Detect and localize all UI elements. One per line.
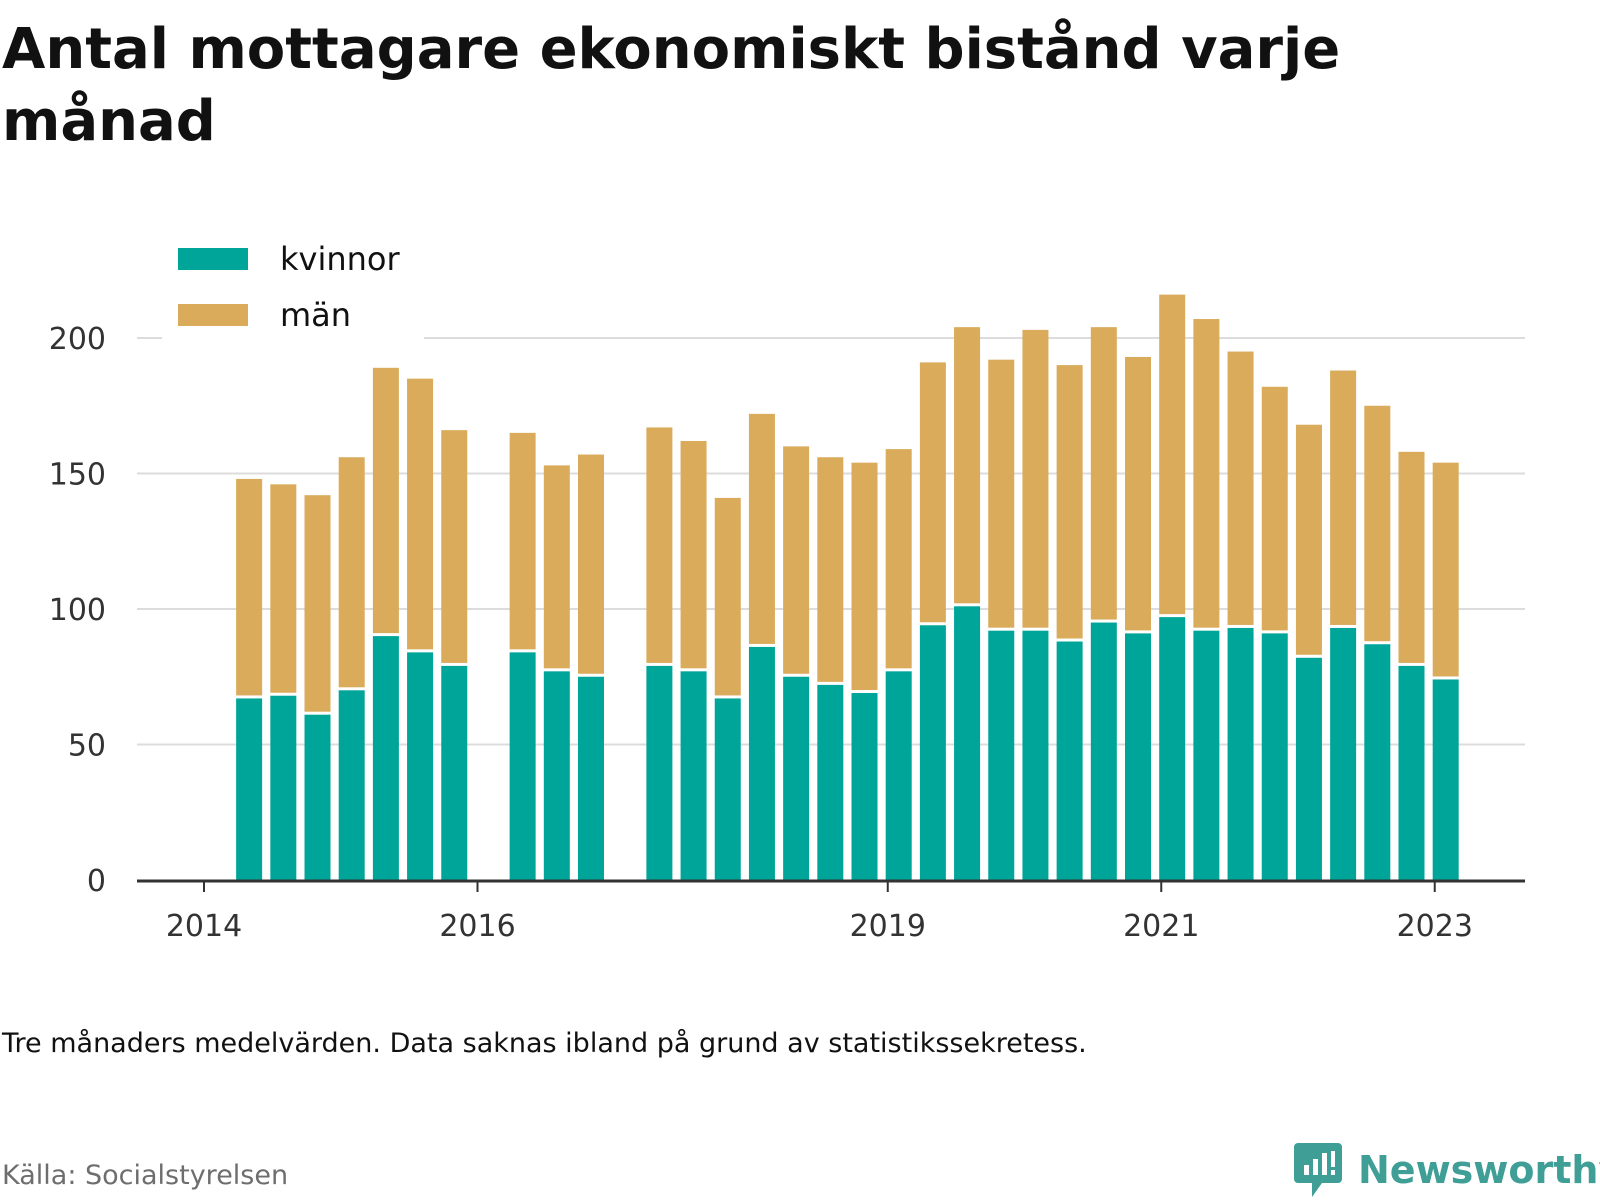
bar-kvinnor xyxy=(270,695,297,880)
bar-man xyxy=(885,449,912,669)
newsworthy-logo: Newsworthy xyxy=(1292,1140,1600,1200)
bar-man xyxy=(578,454,605,674)
chart-note: Tre månaders medelvärden. Data saknas ib… xyxy=(2,1028,1087,1059)
bar-man xyxy=(1398,451,1425,663)
x-tick-label: 2023 xyxy=(1397,909,1473,944)
bar-man xyxy=(714,497,741,696)
bar-kvinnor xyxy=(988,630,1015,880)
bar-man xyxy=(1261,386,1288,631)
bar-kvinnor xyxy=(1193,630,1220,880)
bar-kvinnor xyxy=(748,646,775,880)
bar-kvinnor xyxy=(919,625,946,880)
chart-title: Antal mottagare ekonomiskt bistånd varje… xyxy=(2,17,1341,154)
bar-kvinnor xyxy=(1125,633,1152,880)
bar-kvinnor xyxy=(543,671,570,880)
bar-kvinnor xyxy=(1227,627,1254,880)
bar-man xyxy=(1090,327,1117,620)
bar-man xyxy=(783,446,810,674)
bar-man xyxy=(304,495,331,712)
bar-man xyxy=(1022,329,1049,628)
x-tick-label: 2016 xyxy=(439,909,515,944)
bar-man xyxy=(1056,365,1083,639)
source-credit: Källa: Socialstyrelsen xyxy=(2,1160,289,1191)
bar-man xyxy=(1125,356,1152,631)
bar-man xyxy=(509,432,536,650)
y-axis-ticks: 0 50 100 150 200 xyxy=(49,322,106,899)
legend-swatch xyxy=(178,248,248,270)
legend: kvinnor män xyxy=(162,226,424,346)
bar-man xyxy=(919,362,946,623)
bar-kvinnor xyxy=(1330,627,1357,880)
bar-man xyxy=(817,457,844,682)
bar-man xyxy=(1432,462,1459,677)
y-tick-label: 0 xyxy=(87,864,106,899)
bar-man xyxy=(748,413,775,644)
bar-kvinnor xyxy=(578,676,605,880)
bar-man xyxy=(236,478,263,696)
bar-man xyxy=(407,378,434,650)
bar-man xyxy=(441,430,468,663)
bar-kvinnor xyxy=(714,698,741,880)
bar-kvinnor xyxy=(1364,644,1391,880)
bar-kvinnor xyxy=(1261,633,1288,880)
bar-kvinnor xyxy=(680,671,707,880)
bar-man xyxy=(1295,424,1322,655)
bar-kvinnor xyxy=(441,665,468,880)
bar-man xyxy=(1159,294,1186,615)
bar-kvinnor xyxy=(372,636,399,880)
bar-man xyxy=(1330,370,1357,625)
bar-man xyxy=(680,440,707,669)
x-axis: 2014 2016 2019 2021 2023 xyxy=(137,879,1525,944)
legend-swatch xyxy=(178,304,248,326)
bar-man xyxy=(851,462,878,691)
bar-man xyxy=(338,457,365,688)
y-tick-label: 150 xyxy=(49,458,106,493)
bar-kvinnor xyxy=(236,698,263,880)
bar-kvinnor xyxy=(851,693,878,880)
bar-man xyxy=(954,327,981,604)
bar-kvinnor xyxy=(1090,622,1117,880)
bar-kvinnor xyxy=(817,684,844,880)
bar-kvinnor xyxy=(1432,679,1459,880)
bar-man xyxy=(646,427,673,663)
bar-kvinnor xyxy=(1159,617,1186,880)
bar-kvinnor xyxy=(885,671,912,880)
bar-kvinnor xyxy=(407,652,434,880)
bar-kvinnor xyxy=(1056,641,1083,880)
bar-man xyxy=(543,465,570,669)
bars xyxy=(236,294,1459,880)
legend-label: män xyxy=(280,296,351,334)
bar-kvinnor xyxy=(304,714,331,880)
bar-man xyxy=(988,359,1015,628)
bar-kvinnor xyxy=(783,676,810,880)
bar-kvinnor xyxy=(646,665,673,880)
bar-man xyxy=(1227,351,1254,625)
x-tick-label: 2019 xyxy=(850,909,926,944)
y-tick-label: 100 xyxy=(49,593,106,628)
bar-man xyxy=(372,367,399,634)
newsworthy-logo-icon xyxy=(1294,1143,1342,1197)
y-tick-label: 200 xyxy=(49,322,106,357)
bar-kvinnor xyxy=(1022,630,1049,880)
bar-chart: 0 50 100 150 200 2014 2016 2019 2021 2023 kvinno… xyxy=(49,226,1525,944)
x-tick-label: 2014 xyxy=(166,909,242,944)
bar-kvinnor xyxy=(954,606,981,880)
bar-man xyxy=(1364,405,1391,642)
bar-kvinnor xyxy=(1295,657,1322,880)
y-tick-label: 50 xyxy=(68,729,106,764)
bar-man xyxy=(270,484,297,693)
legend-label: kvinnor xyxy=(280,240,401,278)
bar-kvinnor xyxy=(338,690,365,880)
bar-kvinnor xyxy=(1398,665,1425,880)
bar-kvinnor xyxy=(509,652,536,880)
brand-name: Newsworthy xyxy=(1358,1148,1600,1192)
x-tick-label: 2021 xyxy=(1123,909,1199,944)
bar-man xyxy=(1193,319,1220,628)
